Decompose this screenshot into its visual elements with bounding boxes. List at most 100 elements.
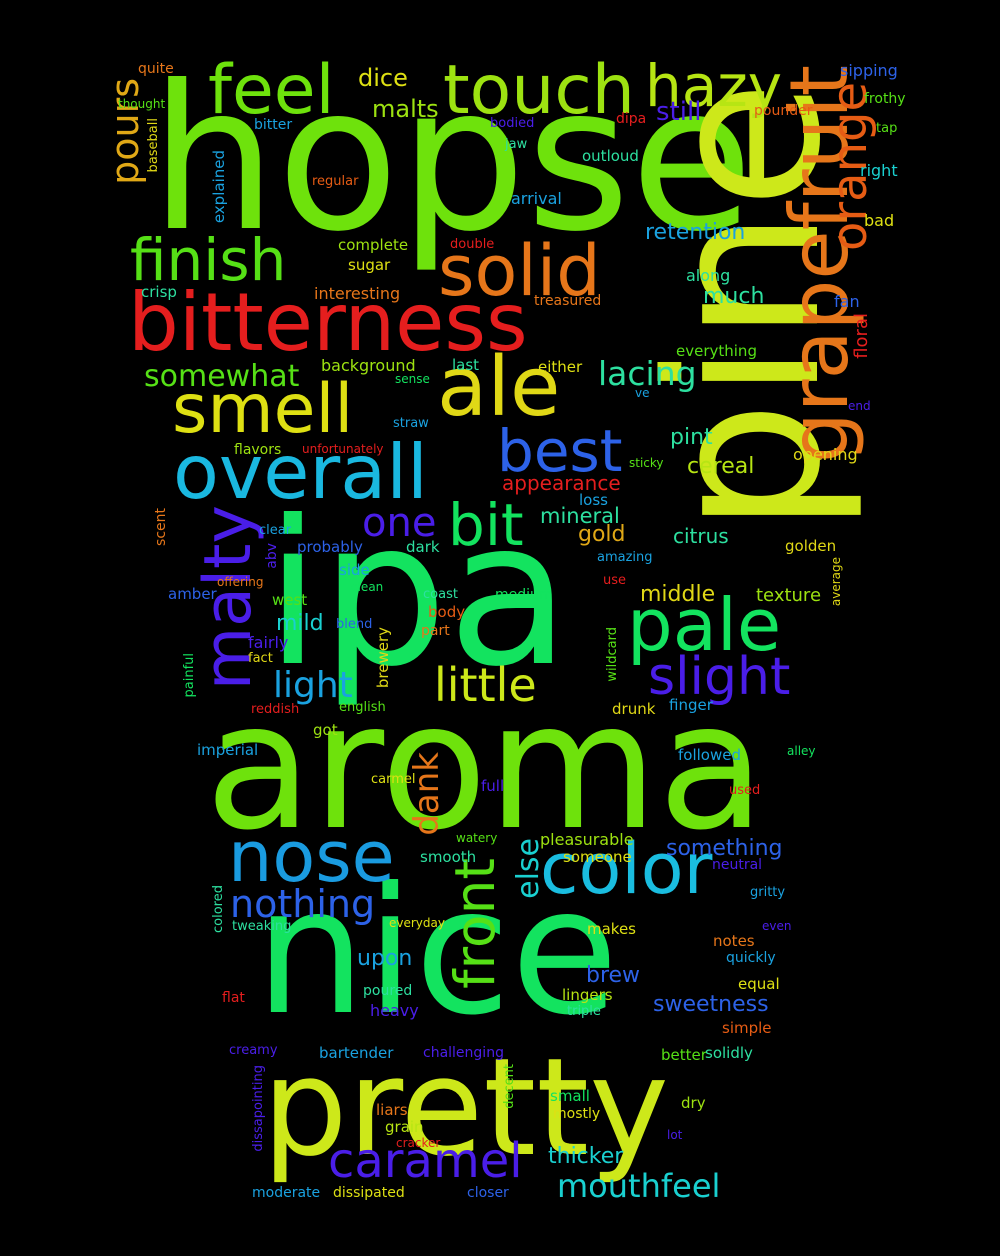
word-middle: middle xyxy=(640,582,716,607)
word-cereal: cereal xyxy=(687,454,755,479)
word-smooth: smooth xyxy=(420,848,477,866)
word-opening: opening xyxy=(793,445,858,464)
word-amber: amber xyxy=(168,585,217,603)
word-solid: solid xyxy=(438,230,601,312)
word-bitter: bitter xyxy=(254,117,293,133)
word-mouthfeel: mouthfeel xyxy=(557,1167,721,1205)
word-slight: slight xyxy=(648,647,791,707)
word-clear: clear xyxy=(259,523,292,538)
word-gritty: gritty xyxy=(750,885,786,900)
word-bodied: bodied xyxy=(490,116,535,131)
word-pleasurable: pleasurable xyxy=(540,830,634,849)
word-somewhat: somewhat xyxy=(144,359,300,394)
word-little: little xyxy=(434,658,537,712)
word-mostly: mostly xyxy=(553,1106,601,1122)
word-gold: gold xyxy=(578,522,626,547)
word-mild: mild xyxy=(276,611,324,636)
word-even: even xyxy=(762,919,792,933)
word-unfortunately: unfortunately xyxy=(302,442,384,456)
word-amazing: amazing xyxy=(597,550,653,565)
word-liars: liars xyxy=(376,1101,408,1119)
word-coast: coast xyxy=(423,587,458,602)
word-hazy: hazy xyxy=(645,52,783,120)
word-much: much xyxy=(703,284,765,309)
word-brewery: brewery xyxy=(374,627,392,689)
word-ipa: ipa xyxy=(265,478,571,711)
word-thicker: thicker xyxy=(548,1144,624,1169)
word-something: something xyxy=(666,836,783,861)
word-tap: tap xyxy=(876,121,898,136)
word-clean: clean xyxy=(351,580,384,594)
word-carmel: carmel xyxy=(371,772,416,787)
word-outloud: outloud xyxy=(582,147,639,165)
word-smell: smell xyxy=(172,370,354,449)
word-grain: grain xyxy=(385,1118,424,1136)
word-small: small xyxy=(550,1087,590,1105)
word-use: use xyxy=(603,573,627,588)
word-touch: touch xyxy=(443,51,635,130)
word-west: west xyxy=(272,591,308,609)
word-everything: everything xyxy=(676,342,757,360)
word-retention: retention xyxy=(645,220,746,245)
word-jaw: jaw xyxy=(505,137,528,152)
word-pounder: pounder xyxy=(754,103,813,119)
word-aroma: aroma xyxy=(205,666,766,869)
word-texture: texture xyxy=(756,585,822,606)
word-better: better xyxy=(661,1046,707,1064)
word-pale: pale xyxy=(627,583,782,667)
word-still: still xyxy=(656,97,702,127)
word-nothing: nothing xyxy=(230,882,376,926)
word-best: best xyxy=(497,417,623,485)
word-interesting: interesting xyxy=(314,284,401,303)
word-along: along xyxy=(686,266,731,285)
word-pretty: pretty xyxy=(262,1029,670,1186)
word-side: side xyxy=(339,561,370,579)
word-hopse: hopse xyxy=(150,43,754,276)
word-dark: dark xyxy=(406,538,440,556)
word-loss: loss xyxy=(579,491,608,509)
word-caramel: caramel xyxy=(328,1133,523,1189)
word-painful: painful xyxy=(182,653,197,698)
word-quite: quite xyxy=(138,61,174,77)
word-drunk: drunk xyxy=(612,700,656,718)
word-part: part xyxy=(421,623,450,639)
word-ve: ve xyxy=(635,386,650,400)
word-alley: alley xyxy=(787,744,816,758)
word-bad: bad xyxy=(864,211,895,230)
word-wildcard: wildcard xyxy=(605,627,620,682)
word-quickly: quickly xyxy=(726,950,776,966)
word-fan: fan xyxy=(834,292,860,311)
word-creamy: creamy xyxy=(229,1043,278,1058)
word-light: light xyxy=(273,665,353,706)
word-sense: sense xyxy=(395,372,430,386)
word-end: end xyxy=(848,399,871,413)
word-fact: fact xyxy=(248,651,273,666)
word-dissipated: dissipated xyxy=(333,1185,405,1201)
word-average: average xyxy=(829,557,843,607)
word-nose: nose xyxy=(228,816,395,898)
word-used: used xyxy=(729,783,761,798)
word-pours: pours xyxy=(103,78,147,185)
word-lot: lot xyxy=(667,1128,683,1142)
word-sugar: sugar xyxy=(348,256,391,274)
word-either: either xyxy=(538,358,583,376)
word-full: full xyxy=(481,777,505,795)
word-bitterness: bitterness xyxy=(128,276,528,369)
word-triple: triple xyxy=(567,1004,601,1019)
word-challenging: challenging xyxy=(423,1045,504,1061)
word-simple: simple xyxy=(722,1019,772,1037)
word-background: background xyxy=(321,356,416,375)
word-followed: followed xyxy=(678,746,741,764)
word-thought: thought xyxy=(118,97,166,111)
word-offering: offering xyxy=(217,575,264,589)
word-probably: probably xyxy=(297,538,363,556)
word-someone: someone xyxy=(563,848,632,866)
word-color: color xyxy=(540,828,713,910)
word-solidly: solidly xyxy=(705,1044,753,1062)
word-bit: bit xyxy=(448,491,524,559)
word-frothy: frothy xyxy=(864,91,906,107)
word-tweaking: tweaking xyxy=(232,919,292,934)
word-treasured: treasured xyxy=(534,293,602,309)
word-body: body xyxy=(428,603,466,621)
